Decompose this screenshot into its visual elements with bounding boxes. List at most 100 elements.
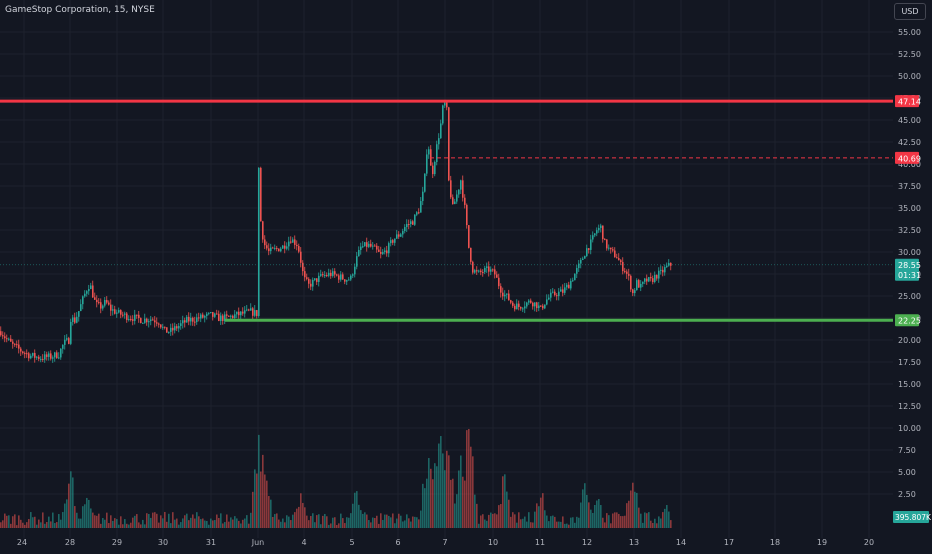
volume-bar [66, 499, 68, 528]
candle [514, 305, 516, 310]
volume-bar [548, 521, 550, 528]
y-tick-label: 55.00 [898, 28, 921, 37]
volume-bar [166, 521, 168, 528]
candle [378, 249, 380, 252]
candle [498, 277, 500, 287]
candle [464, 197, 466, 205]
candle [108, 302, 110, 305]
candle [636, 280, 638, 291]
volume-bar [416, 517, 418, 528]
volume-bar [582, 489, 584, 528]
volume-bar [524, 516, 526, 528]
volume-bar [210, 518, 212, 528]
candle [482, 272, 484, 274]
volume-bar [208, 524, 210, 528]
volume-bar [62, 512, 64, 528]
candle [406, 223, 408, 228]
candle [320, 274, 322, 276]
candle [246, 309, 248, 311]
volume-bar [128, 524, 130, 528]
volume-bar [336, 525, 338, 528]
volume-bar [382, 519, 384, 528]
candle [420, 201, 422, 213]
volume-bar [78, 518, 80, 528]
volume-bar [632, 482, 634, 528]
candle [312, 279, 314, 287]
candle [640, 283, 642, 288]
candle [394, 238, 396, 243]
candle [436, 144, 438, 162]
level-label-bg [895, 151, 919, 164]
volume-bar [56, 522, 58, 528]
candle [244, 310, 246, 314]
volume-bar [526, 521, 528, 528]
candle [188, 316, 190, 322]
volume-bar [424, 488, 426, 528]
volume-bar [150, 517, 152, 528]
volume-bar [294, 512, 296, 528]
volume-bar [356, 491, 358, 528]
volume-bar [376, 515, 378, 528]
currency-button[interactable]: USD [894, 3, 926, 20]
candle [72, 317, 74, 322]
candle [228, 315, 230, 317]
time-axis[interactable]: 24 28 29 30 31 Jun 4 5 6 7 10 11 12 13 14 17 18 19 20 [17, 538, 874, 547]
volume-bar [564, 523, 566, 528]
candle [114, 309, 116, 314]
candle [208, 312, 210, 314]
candle [664, 267, 666, 273]
volume-bar [644, 512, 646, 528]
candle [194, 321, 196, 323]
volume-bar [418, 519, 420, 528]
volume-bar [120, 516, 122, 528]
candle [450, 180, 452, 198]
volume-bar [460, 455, 462, 528]
volume-bar [6, 515, 8, 528]
candle [340, 274, 342, 280]
volume-bar [490, 512, 492, 528]
candle [358, 249, 360, 257]
candle [140, 318, 142, 323]
candle [342, 274, 344, 280]
candle [220, 315, 222, 322]
volume-bar [396, 518, 398, 528]
volume-bar [226, 514, 228, 528]
candle [660, 269, 662, 271]
candle [574, 273, 576, 281]
x-tick-label: 10 [488, 538, 498, 547]
candle [324, 275, 326, 277]
volume-bar [430, 468, 432, 528]
candle [168, 331, 170, 333]
volume-bar [106, 512, 108, 528]
volume-bar [96, 515, 98, 528]
volume-bar [552, 515, 554, 528]
volume-bar [622, 516, 624, 528]
x-tick-label: 18 [770, 538, 780, 547]
candle [158, 323, 160, 325]
volume-bar [616, 512, 618, 528]
volume-bar [342, 518, 344, 528]
volume-label: 395.807K [895, 513, 932, 522]
volume-bar [358, 504, 360, 528]
candle [516, 303, 518, 310]
x-tick-label: 7 [442, 538, 447, 547]
x-tick-label: 24 [17, 538, 27, 547]
volume-bar [30, 512, 32, 528]
volume-bar [270, 499, 272, 528]
candle [166, 327, 168, 333]
candle [460, 180, 462, 190]
candle [458, 189, 460, 195]
volume-bar [174, 519, 176, 528]
candle [50, 353, 52, 359]
volume-bar [666, 505, 668, 528]
candle [282, 245, 284, 249]
volume-bar [364, 512, 366, 528]
volume-bar [578, 517, 580, 528]
volume-bar [248, 523, 250, 528]
candle [14, 343, 16, 345]
candle [624, 271, 626, 273]
volume-bar [394, 523, 396, 528]
volume-bar [428, 458, 430, 528]
